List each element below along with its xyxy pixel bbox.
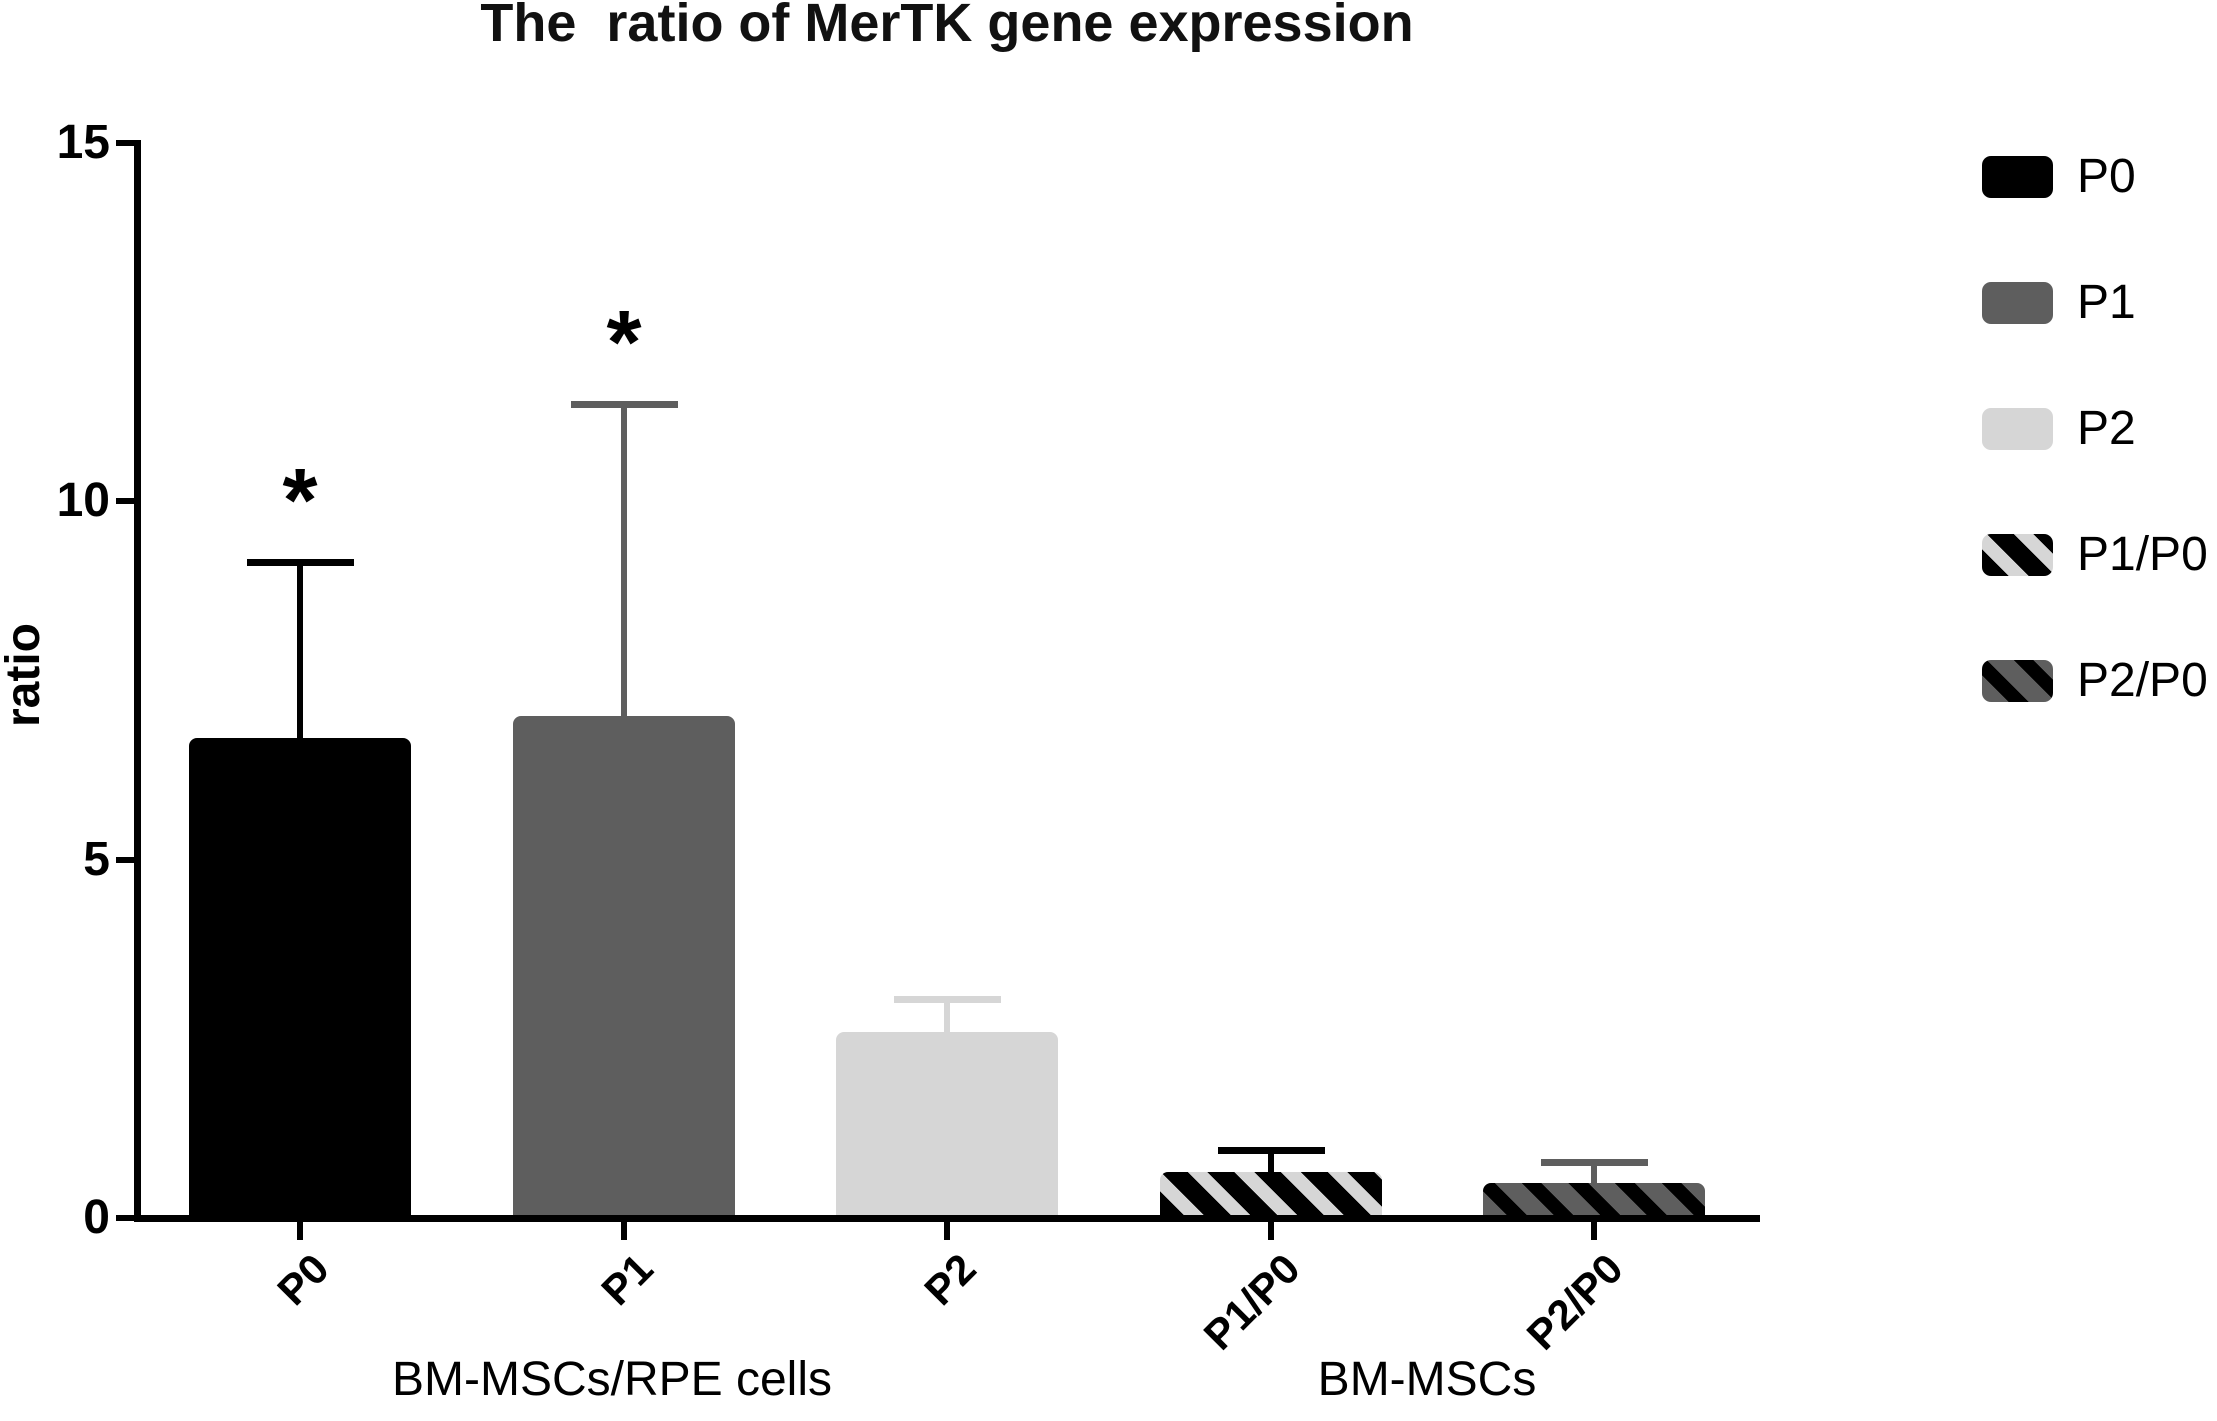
- legend-swatch-p1: [1982, 282, 2053, 324]
- x-axis-tick: [621, 1220, 627, 1240]
- legend-swatch-p2-p0: [1982, 660, 2053, 702]
- legend-label: P0: [2077, 150, 2136, 203]
- legend-label: P2: [2077, 402, 2136, 455]
- y-axis-tick: [116, 140, 136, 146]
- legend-swatch-p0: [1982, 156, 2053, 198]
- y-tick-label: 0: [83, 1191, 110, 1244]
- bar-p1: [513, 716, 735, 1218]
- chart-title: The ratio of MerTK gene expression: [480, 0, 1414, 53]
- bar-p2: [836, 1031, 1058, 1218]
- y-axis-tick: [116, 1215, 136, 1221]
- x-axis-tick: [944, 1220, 950, 1240]
- error-bar-stem: [297, 558, 303, 738]
- legend-entry-p2-p0: P2/P0: [1982, 654, 2208, 707]
- x-axis-line: [134, 1215, 1760, 1222]
- bar-p1-p0: [1160, 1172, 1382, 1218]
- y-tick-label: 15: [56, 116, 110, 169]
- significance-asterisk: *: [606, 293, 642, 393]
- legend-label: P1/P0: [2077, 528, 2208, 581]
- y-axis-tick: [116, 856, 136, 863]
- error-bar-cap: [570, 401, 678, 408]
- error-bar-cap: [1540, 1158, 1648, 1166]
- error-bar-cap: [246, 558, 354, 566]
- group-label-bmmscs-rpe: BM-MSCs/RPE cells: [391, 1353, 833, 1406]
- y-tick-label: 5: [83, 832, 110, 886]
- error-bar-stem: [1591, 1158, 1597, 1183]
- y-axis-line: [134, 140, 141, 1222]
- error-bar-stem: [1268, 1147, 1274, 1173]
- y-axis-label: ratio: [0, 623, 50, 728]
- x-axis-tick: [1591, 1220, 1597, 1240]
- legend-entry-p1-p0: P1/P0: [1982, 528, 2208, 581]
- significance-asterisk: *: [282, 450, 318, 551]
- legend-label: P1: [2077, 276, 2136, 329]
- error-bar-stem: [944, 995, 950, 1032]
- error-bar-cap: [1217, 1147, 1325, 1155]
- group-label-bmmscs: BM-MSCs: [1317, 1353, 1537, 1406]
- legend-swatch-p1-p0: [1982, 534, 2053, 576]
- x-axis-tick: [297, 1220, 303, 1240]
- y-tick-label: 10: [56, 474, 110, 528]
- error-bar-cap: [893, 995, 1001, 1003]
- legend-entry-p0: P0: [1982, 150, 2136, 203]
- y-axis-tick: [116, 498, 136, 505]
- bar-p0: [189, 737, 411, 1218]
- x-axis-tick: [1268, 1220, 1274, 1240]
- error-bar-stem: [621, 401, 627, 717]
- legend-entry-p2: P2: [1982, 402, 2136, 455]
- legend-swatch-p2: [1982, 408, 2053, 450]
- bar-p2-p0: [1483, 1182, 1705, 1218]
- legend-label: P2/P0: [2077, 654, 2208, 707]
- legend-entry-p1: P1: [1982, 276, 2136, 329]
